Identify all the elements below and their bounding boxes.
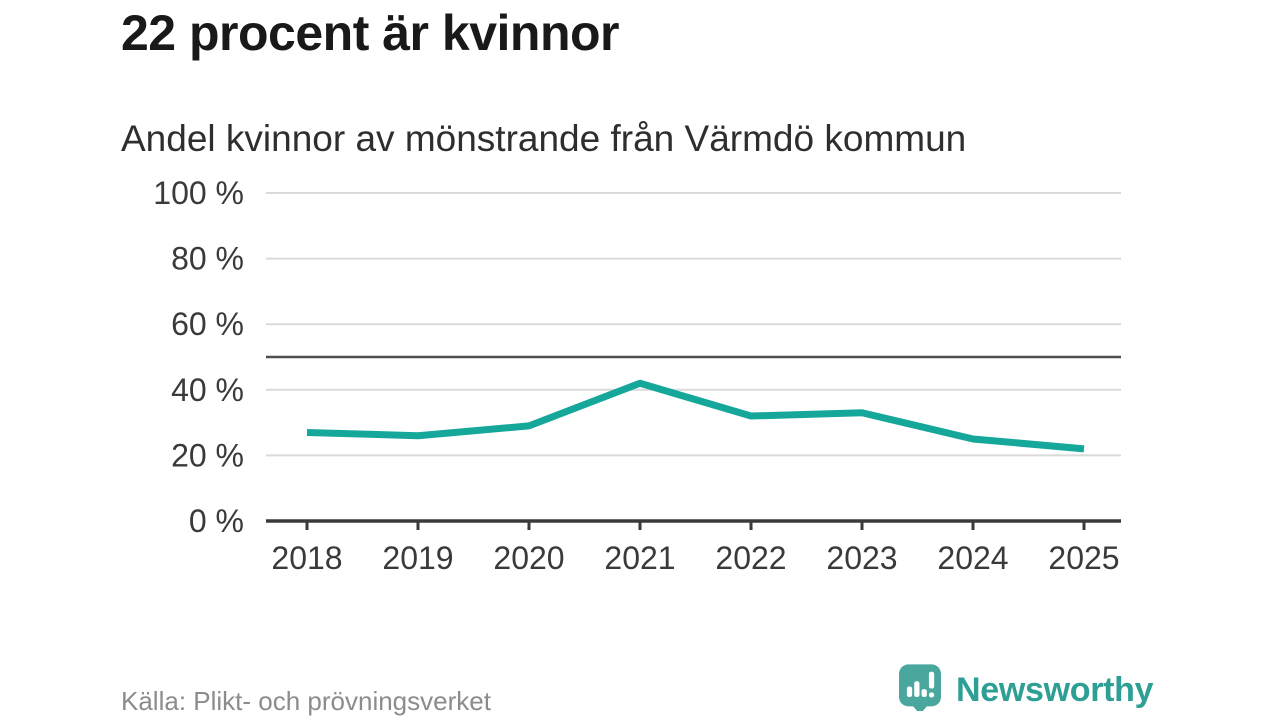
y-tick-label: 60 % <box>171 306 244 342</box>
y-tick-label: 100 % <box>153 175 244 211</box>
x-tick-label: 2025 <box>1048 540 1119 576</box>
brand-name: Newsworthy <box>956 671 1154 709</box>
y-tick-label: 40 % <box>171 372 244 408</box>
x-tick-label: 2023 <box>826 540 897 576</box>
x-tick-label: 2018 <box>271 540 342 576</box>
chart-title: 22 procent är kvinnor <box>121 5 620 61</box>
newsworthy-logo: Newsworthy <box>899 664 1154 711</box>
chart-subtitle: Andel kvinnor av mönstrande från Värmdö … <box>121 118 967 159</box>
x-tick-label: 2019 <box>382 540 453 576</box>
y-tick-label: 80 % <box>171 241 244 277</box>
y-tick-label: 20 % <box>171 437 244 473</box>
source-note: Källa: Plikt- och prövningsverket <box>121 686 491 716</box>
x-tick-label: 2024 <box>937 540 1008 576</box>
x-tick-label: 2021 <box>604 540 675 576</box>
newsworthy-logo-icon <box>899 664 941 711</box>
y-tick-label: 0 % <box>189 503 244 539</box>
logo-bubble-shape <box>899 664 941 711</box>
x-tick-label: 2020 <box>493 540 564 576</box>
data-line <box>306 379 1085 453</box>
logo-bars-glyph <box>906 671 935 698</box>
x-tick-label: 2022 <box>715 540 786 576</box>
